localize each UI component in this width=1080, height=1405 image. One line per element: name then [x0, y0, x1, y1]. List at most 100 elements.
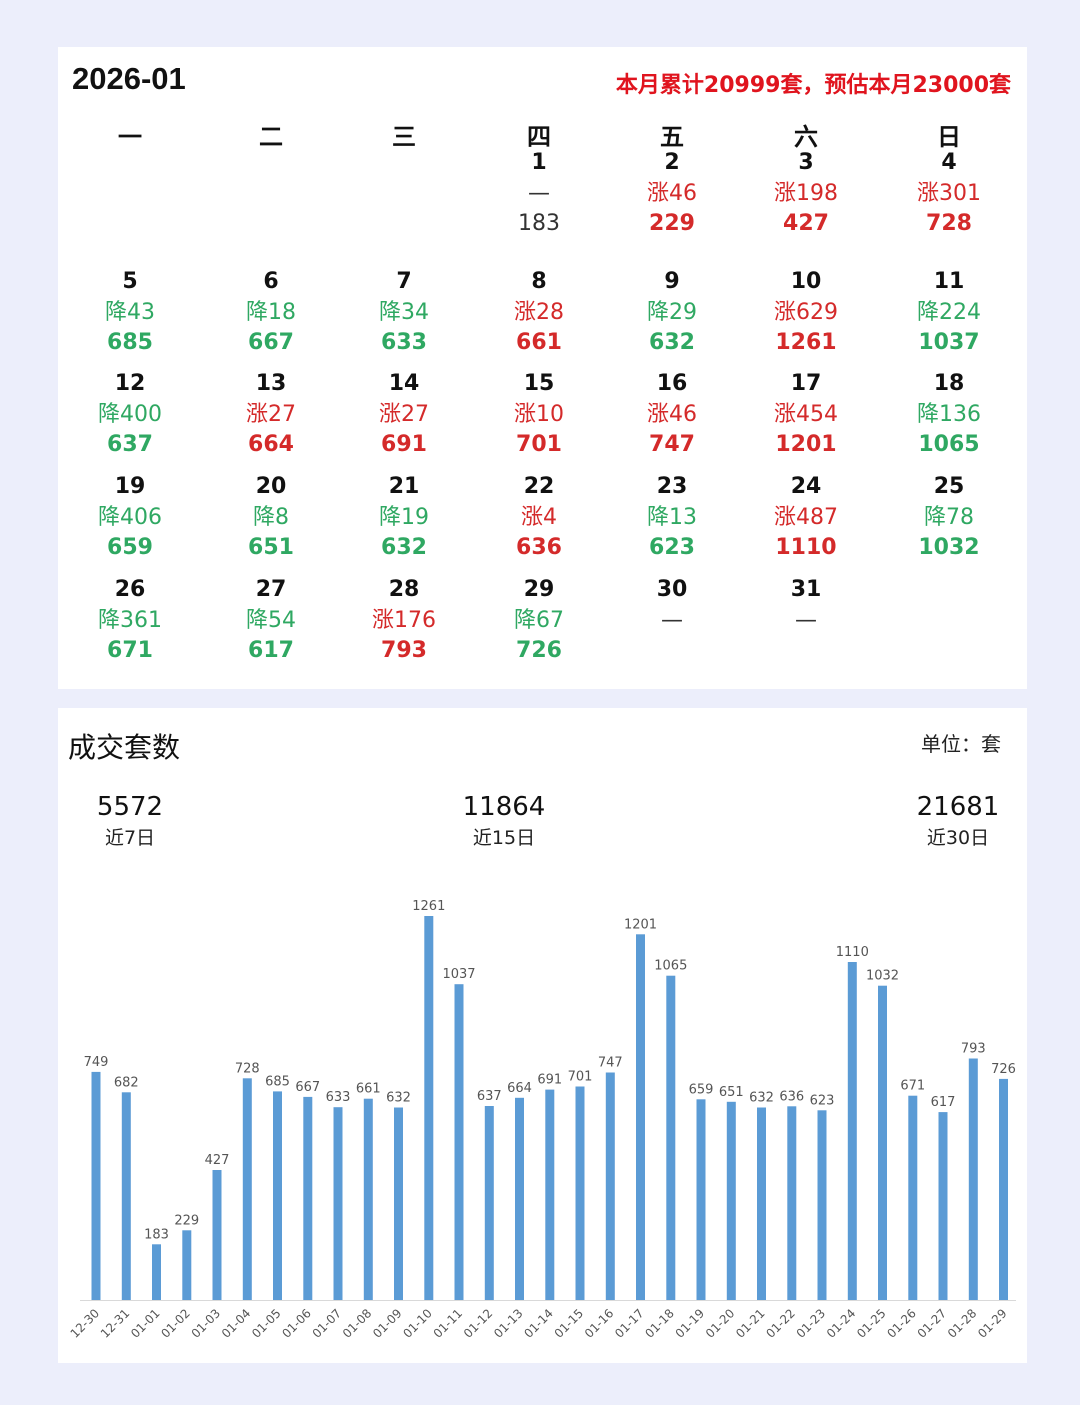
calendar-day: 12 降400 637 — [75, 369, 185, 460]
x-tick-label: 01-05 — [249, 1306, 284, 1341]
calendar-day: 1 — 183 — [484, 148, 594, 239]
day-change: 降78 — [924, 505, 974, 530]
day-total: 1261 — [775, 330, 837, 355]
day-change: 涨27 — [246, 402, 296, 427]
day-total — [751, 636, 861, 666]
day-change: 降29 — [647, 300, 697, 325]
bar-value-label: 632 — [749, 1091, 774, 1106]
day-total: 747 — [649, 432, 695, 457]
calendar-day: 25 降78 1032 — [894, 472, 1004, 563]
calendar-day: 5 降43 685 — [75, 267, 185, 358]
bar-value-label: 701 — [568, 1070, 593, 1085]
bar-value-label: 793 — [961, 1042, 986, 1057]
day-total: 667 — [248, 330, 294, 355]
day-number: 28 — [388, 577, 420, 602]
day-change: 降406 — [98, 505, 162, 530]
day-change: 降34 — [379, 300, 429, 325]
bar — [303, 1096, 313, 1300]
x-tick-label: 12-31 — [98, 1306, 133, 1341]
stat-15-day-value: 11864 — [462, 792, 546, 822]
day-number: 8 — [531, 269, 547, 294]
bar-value-label: 659 — [689, 1082, 714, 1097]
day-number: 4 — [941, 150, 957, 175]
day-change: 涨176 — [372, 608, 436, 633]
bar-value-label: 728 — [235, 1061, 260, 1076]
x-tick-label: 01-14 — [521, 1306, 556, 1341]
x-tick-label: 01-04 — [219, 1306, 254, 1341]
bar-value-label: 427 — [205, 1153, 230, 1168]
bar-value-label: 1065 — [654, 959, 687, 974]
chart-title: 成交套数 — [68, 731, 181, 764]
calendar-day: 7 降34 633 — [349, 267, 459, 358]
x-tick-label: 01-07 — [310, 1306, 345, 1341]
bar — [424, 916, 434, 1300]
x-tick-label: 01-08 — [340, 1306, 375, 1341]
x-tick-label: 01-13 — [491, 1306, 526, 1341]
stat-7-day: 5572 近7日 — [50, 790, 210, 852]
day-change: 涨487 — [774, 505, 838, 530]
bar-value-label: 667 — [295, 1080, 320, 1095]
day-total: 1065 — [918, 432, 980, 457]
stat-7-day-value: 5572 — [96, 792, 164, 822]
stat-15-day-label: 近15日 — [472, 827, 536, 849]
bar — [908, 1095, 918, 1300]
x-tick-label: 01-09 — [370, 1306, 405, 1341]
calendar-day: 21 降19 632 — [349, 472, 459, 563]
day-number: 26 — [114, 577, 146, 602]
stat-15-day: 11864 近15日 — [424, 790, 584, 852]
x-tick-label: 01-17 — [612, 1306, 647, 1341]
x-tick-label: 01-25 — [854, 1306, 889, 1341]
unit-label: 单位：套 — [921, 732, 1001, 756]
day-total: 726 — [516, 638, 562, 663]
bar — [242, 1078, 252, 1300]
calendar-day: 22 涨4 636 — [484, 472, 594, 563]
bar — [878, 985, 887, 1300]
month-summary: 本月累计20999套，预估本月23000套 — [615, 73, 1011, 98]
day-change: 涨198 — [774, 181, 838, 206]
x-tick-label: 01-01 — [128, 1306, 163, 1341]
day-change: 降400 — [98, 402, 162, 427]
calendar-day: 11 降224 1037 — [894, 267, 1004, 358]
day-number: 20 — [255, 474, 287, 499]
bar — [182, 1230, 192, 1300]
bar — [847, 962, 857, 1300]
day-change: 涨4 — [521, 505, 557, 530]
day-number: 14 — [388, 371, 420, 396]
day-change: 降13 — [647, 505, 697, 530]
day-total: 793 — [381, 638, 427, 663]
bar-value-label: 682 — [114, 1075, 139, 1090]
day-number: 5 — [122, 269, 138, 294]
day-change: 降67 — [514, 608, 564, 633]
bar-value-label: 691 — [537, 1073, 562, 1088]
bar — [757, 1107, 766, 1300]
x-tick-label: 01-20 — [703, 1306, 738, 1341]
bar-value-label: 633 — [326, 1090, 351, 1105]
x-tick-label: 01-16 — [582, 1306, 617, 1341]
x-tick-label: 01-21 — [733, 1306, 768, 1341]
x-tick-label: 01-18 — [642, 1306, 677, 1341]
bar — [787, 1106, 797, 1300]
bar — [333, 1107, 343, 1300]
bar-value-label: 183 — [144, 1227, 169, 1242]
calendar-card: 2026-01 本月累计20999套，预估本月23000套 一 二 三 四 五 六 日 1 —… — [58, 47, 1027, 689]
day-change: 涨46 — [647, 181, 697, 206]
weekday-header: 四 — [527, 123, 551, 151]
calendar-day: 31 — — [751, 575, 861, 666]
day-total: 617 — [248, 638, 294, 663]
bar-chart: 749 12-30 682 12-31 183 01-01 229 01-02 427 01-03… — [68, 899, 1016, 1341]
day-change: 降19 — [379, 505, 429, 530]
day-change: 涨27 — [379, 402, 429, 427]
x-tick-label: 01-27 — [915, 1306, 950, 1341]
weekday-header: 日 — [937, 123, 961, 151]
day-total: 183 — [518, 211, 560, 236]
day-total: 632 — [649, 330, 695, 355]
weekday-header: 六 — [794, 123, 818, 151]
bar — [454, 984, 464, 1300]
day-total: 661 — [516, 330, 562, 355]
day-total: 1037 — [918, 330, 980, 355]
stat-30-day-label: 近30日 — [926, 827, 990, 849]
x-tick-label: 01-22 — [763, 1306, 798, 1341]
x-tick-label: 01-26 — [884, 1306, 919, 1341]
day-total: 651 — [248, 535, 294, 560]
bar-value-label: 617 — [931, 1095, 956, 1110]
